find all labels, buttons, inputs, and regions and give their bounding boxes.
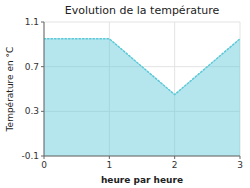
x-tick-label: 2 <box>172 160 178 170</box>
y-tick <box>41 111 44 112</box>
y-tick-label: 0.7 <box>25 62 39 72</box>
title: Evolution de la température <box>65 4 220 17</box>
line <box>44 39 240 95</box>
area <box>44 39 240 156</box>
grid-line <box>44 156 240 157</box>
y-tick <box>41 156 44 157</box>
axes: 0 1 2 3 -0.1 0.3 0.7 1.1 <box>21 17 242 170</box>
y-tick <box>41 66 44 67</box>
grid-line <box>44 22 45 156</box>
data-area <box>44 39 240 156</box>
x-tick <box>109 156 110 159</box>
y-axis-line <box>44 22 45 156</box>
x-axis-line <box>44 156 240 157</box>
chart-container: 0 1 2 3 -0.1 0.3 0.7 1.1 Evolution de la tempéra… <box>0 0 250 188</box>
chart: 0 1 2 3 -0.1 0.3 0.7 1.1 Evolution de la tempéra… <box>0 0 250 188</box>
x-tick <box>240 156 241 159</box>
y-axis-label: Température en °C <box>5 47 15 133</box>
grid <box>44 22 240 156</box>
y-tick <box>41 22 44 23</box>
grid-line <box>44 22 240 23</box>
x-tick-label: 1 <box>106 160 112 170</box>
y-tick-label: 0.3 <box>25 106 39 116</box>
x-tick-label: 0 <box>41 160 47 170</box>
y-tick-label: 1.1 <box>25 17 39 27</box>
x-tick-label: 3 <box>237 160 243 170</box>
x-axis-label: heure par heure <box>101 175 183 185</box>
x-tick <box>174 156 175 159</box>
y-tick-label: -0.1 <box>21 151 39 161</box>
